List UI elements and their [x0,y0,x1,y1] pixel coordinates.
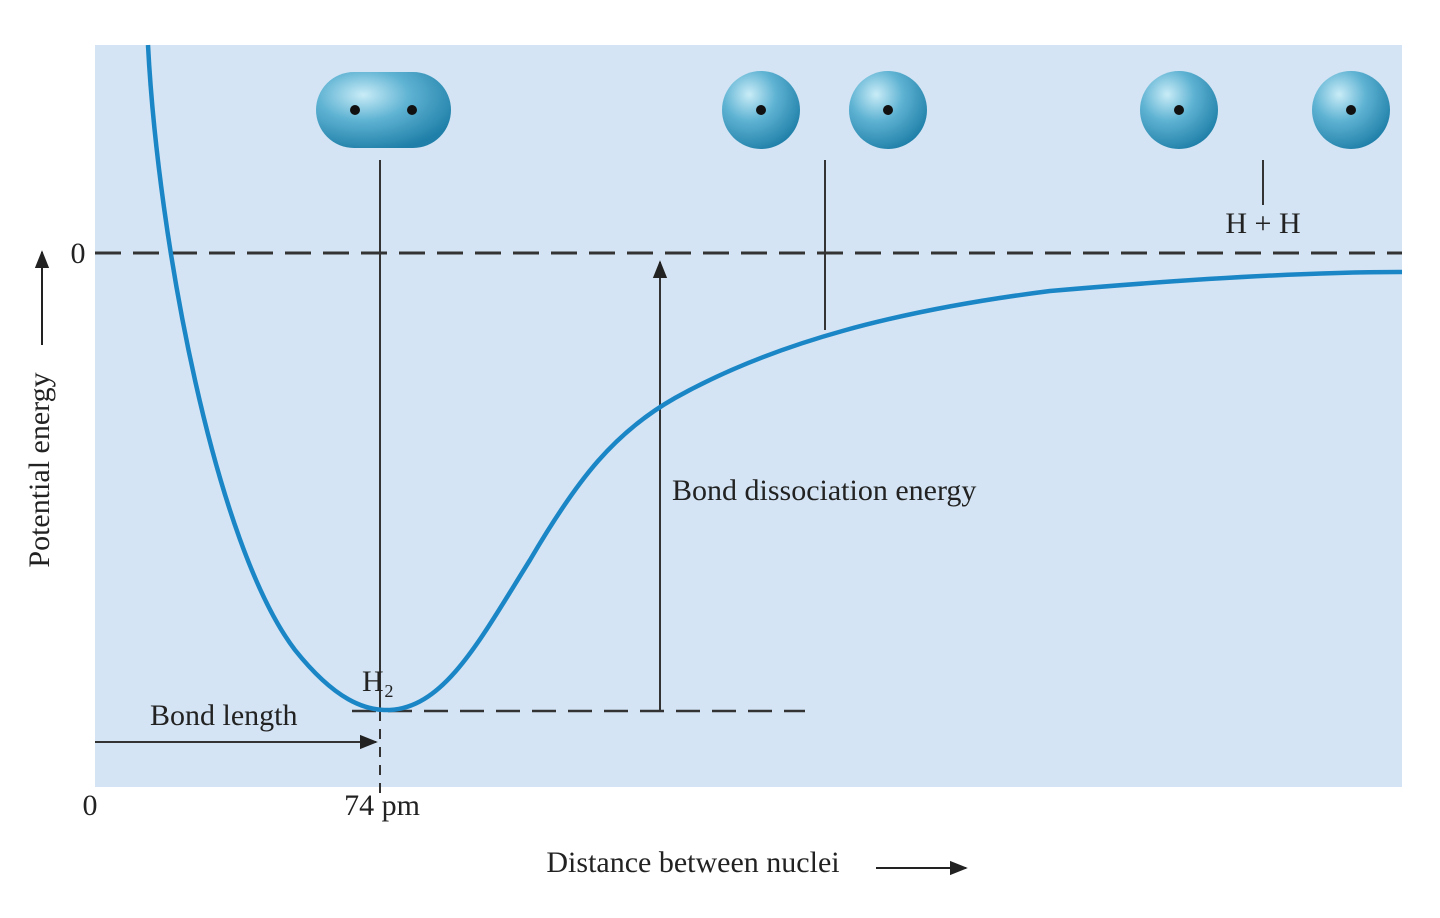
x-axis-label: Distance between nuclei [546,846,839,879]
y-axis-label: Potential energy [23,372,56,567]
h2-molecule [316,72,451,148]
plot-background [95,45,1402,787]
bond-length-tick-label: 74 pm [344,789,420,822]
x-zero-label: 0 [83,789,98,822]
dissociation-label: Bond dissociation energy [672,474,976,507]
atoms-label: H + H [1225,207,1300,240]
atom-pair-near [722,71,927,149]
atom-pair-far [1140,71,1390,149]
molecule-label: H₂ [362,665,394,698]
potential-curve [145,44,1403,713]
y-zero-label: 0 [71,237,86,270]
bond-length-label: Bond length [150,699,298,732]
